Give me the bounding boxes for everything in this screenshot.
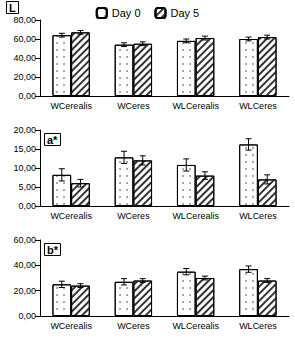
svg-text:Day 0: Day 0 [112, 7, 141, 19]
svg-text:WLCerealis: WLCerealis [172, 211, 219, 221]
svg-text:0,00: 0,00 [18, 311, 36, 321]
svg-text:60,00: 60,00 [13, 235, 36, 245]
svg-text:WCerealis: WCerealis [50, 101, 92, 111]
svg-text:20,00: 20,00 [13, 286, 36, 296]
svg-text:WLCeres: WLCeres [239, 101, 277, 111]
svg-text:WLCeres: WLCeres [239, 211, 277, 221]
svg-text:WCerealis: WCerealis [50, 321, 92, 331]
svg-text:60,00: 60,00 [13, 34, 36, 44]
svg-text:0,00: 0,00 [18, 91, 36, 101]
svg-text:WCerealis: WCerealis [50, 211, 92, 221]
svg-text:20,00: 20,00 [13, 72, 36, 82]
svg-text:WLCerealis: WLCerealis [172, 101, 219, 111]
svg-text:15,00: 15,00 [13, 144, 36, 154]
svg-text:WCeres: WCeres [117, 101, 150, 111]
svg-text:5,00: 5,00 [18, 182, 36, 192]
svg-text:WCeres: WCeres [117, 321, 150, 331]
svg-text:a*: a* [47, 134, 58, 146]
svg-text:80,00: 80,00 [13, 15, 36, 25]
svg-text:0,00: 0,00 [18, 201, 36, 211]
svg-text:Day 5: Day 5 [171, 7, 200, 19]
svg-text:WLCerealis: WLCerealis [172, 321, 219, 331]
svg-text:10,00: 10,00 [13, 163, 36, 173]
svg-text:40,00: 40,00 [13, 260, 36, 270]
svg-text:40,00: 40,00 [13, 53, 36, 63]
svg-text:20,00: 20,00 [13, 125, 36, 135]
svg-text:b*: b* [47, 244, 59, 256]
svg-text:WCeres: WCeres [117, 211, 150, 221]
svg-text:L: L [9, 2, 16, 14]
svg-text:WLCeres: WLCeres [239, 321, 277, 331]
